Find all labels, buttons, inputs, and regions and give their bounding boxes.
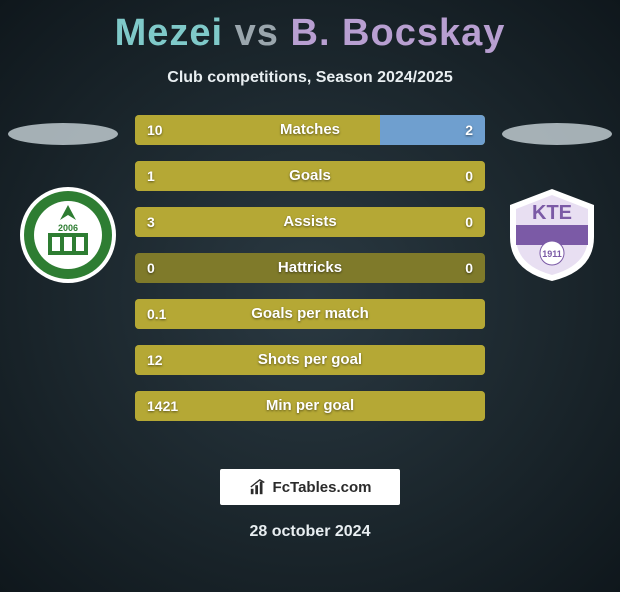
stat-val-left: 10 <box>147 115 163 145</box>
stat-val-left: 0.1 <box>147 299 166 329</box>
stat-row: Goals1 0 <box>135 161 485 191</box>
stat-row: Hattricks0 0 <box>135 253 485 283</box>
stat-val-left: 3 <box>147 207 155 237</box>
stat-label: Matches <box>135 115 485 145</box>
stat-row: Matches10 2 <box>135 115 485 145</box>
crest-left-icon: 2006 <box>18 185 118 285</box>
stat-val-left: 1 <box>147 161 155 191</box>
footer-site: FcTables.com <box>273 479 372 496</box>
footer-badge: FcTables.com <box>220 469 400 505</box>
vs-text: vs <box>235 12 279 54</box>
stat-row: Goals per match0.1 <box>135 299 485 329</box>
stat-val-right: 0 <box>465 207 473 237</box>
svg-text:1911: 1911 <box>542 249 562 259</box>
svg-text:2006: 2006 <box>58 223 78 233</box>
stat-label: Assists <box>135 207 485 237</box>
stat-row: Min per goal1421 <box>135 391 485 421</box>
stat-label: Min per goal <box>135 391 485 421</box>
stat-val-right: 0 <box>465 253 473 283</box>
stat-label: Hattricks <box>135 253 485 283</box>
stat-label: Goals <box>135 161 485 191</box>
platform-left <box>8 123 118 145</box>
stat-row: Shots per goal12 <box>135 345 485 375</box>
stat-val-right: 0 <box>465 161 473 191</box>
stat-label: Goals per match <box>135 299 485 329</box>
stat-label: Shots per goal <box>135 345 485 375</box>
comparison-stage: 2006 KTE 1911 Matches102Goals10Assists30… <box>0 115 620 445</box>
stat-val-left: 12 <box>147 345 163 375</box>
crest-right-icon: KTE 1911 <box>502 185 602 285</box>
player2-name: B. Bocskay <box>291 12 506 54</box>
stat-row: Assists3 0 <box>135 207 485 237</box>
date-label: 28 october 2024 <box>0 523 620 541</box>
stat-bars: Matches102Goals10Assists30Hattricks00Goa… <box>135 115 485 437</box>
stat-val-left: 1421 <box>147 391 178 421</box>
chart-icon <box>249 478 267 496</box>
svg-text:KTE: KTE <box>532 202 572 224</box>
stat-val-left: 0 <box>147 253 155 283</box>
club-crest-left: 2006 <box>18 185 118 285</box>
subtitle: Club competitions, Season 2024/2025 <box>0 69 620 87</box>
player1-name: Mezei <box>115 12 223 54</box>
comparison-title: Mezei vs B. Bocskay <box>0 12 620 55</box>
platform-right <box>502 123 612 145</box>
club-crest-right: KTE 1911 <box>502 185 602 285</box>
stat-val-right: 2 <box>465 115 473 145</box>
